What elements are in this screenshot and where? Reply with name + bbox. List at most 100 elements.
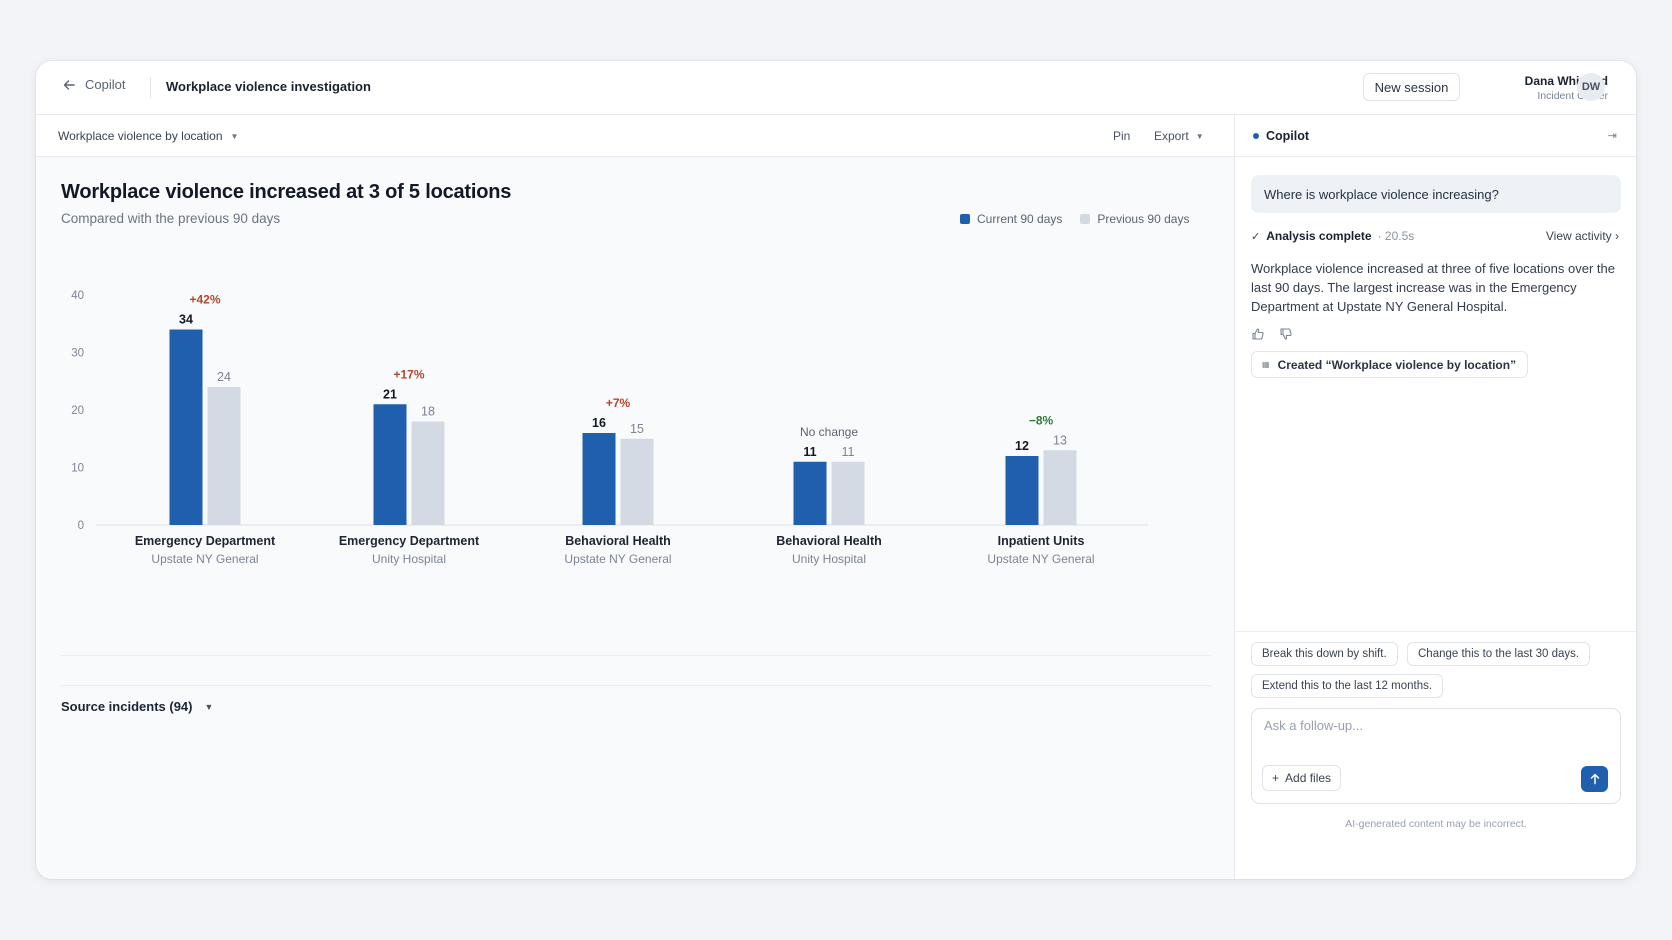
follow-up-input[interactable] <box>1262 717 1606 734</box>
bar-previous <box>620 438 654 525</box>
source-incidents-toggle[interactable]: Source incidents (94) ▼ <box>61 699 213 714</box>
checkmark-icon: ✓ <box>1251 230 1261 243</box>
back-label: Copilot <box>85 77 126 92</box>
bar-previous <box>411 421 445 525</box>
analysis-status: ✓ Analysis complete · 20.5s <box>1251 229 1414 243</box>
app-window: Copilot Workplace violence investigation… <box>36 61 1636 879</box>
copilot-panel-header: Copilot ⇥ <box>1235 115 1636 157</box>
thumbs-up-icon[interactable] <box>1251 327 1265 341</box>
x-category-label: Behavioral Health <box>565 534 671 548</box>
data-label-current: 11 <box>803 445 816 459</box>
bar-current <box>169 329 203 525</box>
source-incidents-label: Source incidents (94) <box>61 699 193 714</box>
data-label-previous: 11 <box>842 445 855 459</box>
plus-icon: + <box>1272 771 1280 785</box>
legend-swatch-current <box>960 214 970 224</box>
chevron-down-icon: ▼ <box>230 131 239 141</box>
change-annotation: +17% <box>393 367 424 381</box>
x-category-label: Inpatient Units <box>998 534 1085 548</box>
x-category-sublabel: Upstate NY General <box>151 552 258 566</box>
new-session-button[interactable]: New session <box>1363 73 1460 101</box>
change-annotation: −8% <box>1029 413 1054 427</box>
arrow-left-icon <box>63 79 75 90</box>
data-label-previous: 18 <box>421 405 435 419</box>
thumbs-down-icon[interactable] <box>1279 327 1293 341</box>
divider <box>61 655 1211 656</box>
session-title: Workplace violence investigation <box>166 79 371 94</box>
copilot-panel: Copilot ⇥ Where is workplace violence in… <box>1234 115 1636 879</box>
copilot-panel-title: Copilot <box>1266 129 1310 143</box>
data-label-previous: 13 <box>1053 433 1067 447</box>
y-tick-label: 10 <box>71 463 84 475</box>
ai-disclaimer: AI-generated content may be incorrect. <box>1345 818 1527 830</box>
status-duration: · 20.5s <box>1377 229 1415 243</box>
divider <box>1235 631 1636 632</box>
legend-swatch-previous <box>1080 214 1091 224</box>
caret-down-icon: ▼ <box>204 701 214 712</box>
bar-current <box>582 433 616 525</box>
x-category-sublabel: Upstate NY General <box>564 552 671 566</box>
suggestion-chip[interactable]: Extend this to the last 12 months. <box>1251 674 1444 698</box>
legend-label-previous: Previous 90 days <box>1097 212 1190 226</box>
header-divider <box>150 77 151 98</box>
data-label-current: 12 <box>1015 439 1029 453</box>
status-label: Analysis complete <box>1266 229 1372 243</box>
suggestion-chip[interactable]: Break this down by shift. <box>1251 642 1398 666</box>
chart-subtitle: Compared with the previous 90 days <box>61 211 281 226</box>
bar-previous <box>1043 450 1077 525</box>
y-tick-label: 0 <box>78 520 84 532</box>
bar-previous <box>831 461 865 525</box>
bar-current <box>793 461 827 525</box>
suggestion-chip[interactable]: Change this to the last 30 days. <box>1407 642 1591 666</box>
divider <box>61 685 1211 686</box>
change-annotation: +42% <box>189 293 220 307</box>
x-category-sublabel: Unity Hospital <box>792 552 866 566</box>
view-selector-label: Workplace violence by location <box>58 129 223 143</box>
data-label-current: 16 <box>592 416 606 430</box>
export-button[interactable]: Export ▼ <box>1154 129 1204 143</box>
data-label-current: 21 <box>383 387 397 401</box>
chart-title: Workplace violence increased at 3 of 5 l… <box>61 181 512 203</box>
add-files-button[interactable]: + Add files <box>1262 765 1342 791</box>
x-category-sublabel: Upstate NY General <box>987 552 1094 566</box>
legend-item-previous: Previous 90 days <box>1080 212 1189 226</box>
change-annotation: No change <box>800 425 858 439</box>
avatar[interactable]: DW <box>1577 73 1605 101</box>
send-button[interactable] <box>1581 766 1608 792</box>
y-tick-label: 30 <box>71 348 84 360</box>
pin-button[interactable]: Pin <box>1113 129 1131 143</box>
bar-chart: 0 10 20 30 40 34 24 +42% Emergency Department Ups… <box>71 290 1148 566</box>
chevron-down-icon: ▼ <box>1195 131 1204 141</box>
chart-legend: Current 90 days Previous 90 days <box>960 212 1189 226</box>
y-tick-label: 20 <box>71 405 84 417</box>
bar-previous <box>207 387 241 525</box>
x-category-label: Emergency Department <box>135 534 276 548</box>
view-activity-link[interactable]: View activity › <box>1545 229 1619 243</box>
legend-label-current: Current 90 days <box>977 212 1063 226</box>
x-category-sublabel: Unity Hospital <box>372 552 446 566</box>
main-panel: Workplace violence by location ▼ Pin Exp… <box>36 115 1234 879</box>
created-view-chip[interactable]: ▦ Created “Workplace violence by locatio… <box>1251 351 1529 378</box>
created-view-label: Created “Workplace violence by location” <box>1277 357 1517 372</box>
bar-current <box>1005 456 1039 525</box>
composer: + Add files <box>1251 708 1621 804</box>
view-selector[interactable]: Workplace violence by location ▼ <box>58 129 238 143</box>
x-category-label: Emergency Department <box>339 534 480 548</box>
status-dot-icon <box>1253 133 1259 139</box>
assistant-answer: Workplace violence increased at three of… <box>1251 261 1615 314</box>
y-tick-label: 40 <box>71 290 84 302</box>
add-files-label: Add files <box>1285 771 1332 785</box>
data-label-previous: 15 <box>630 422 644 436</box>
change-annotation: +7% <box>606 396 631 410</box>
back-to-copilot-link[interactable]: Copilot <box>62 77 125 92</box>
user-question-bubble: Where is workplace violence increasing? <box>1251 175 1621 213</box>
view-toolbar: Workplace violence by location ▼ Pin Exp… <box>36 115 1234 157</box>
data-label-current: 34 <box>179 313 193 327</box>
chart-canvas: Workplace violence increased at 3 of 5 l… <box>36 157 1234 879</box>
document-icon: ▦ <box>1262 360 1270 369</box>
top-bar: Copilot Workplace violence investigation… <box>36 61 1636 115</box>
bar-current <box>373 404 407 525</box>
export-label: Export <box>1154 129 1189 143</box>
x-category-label: Behavioral Health <box>776 534 882 548</box>
collapse-panel-icon[interactable]: ⇥ <box>1607 130 1617 142</box>
